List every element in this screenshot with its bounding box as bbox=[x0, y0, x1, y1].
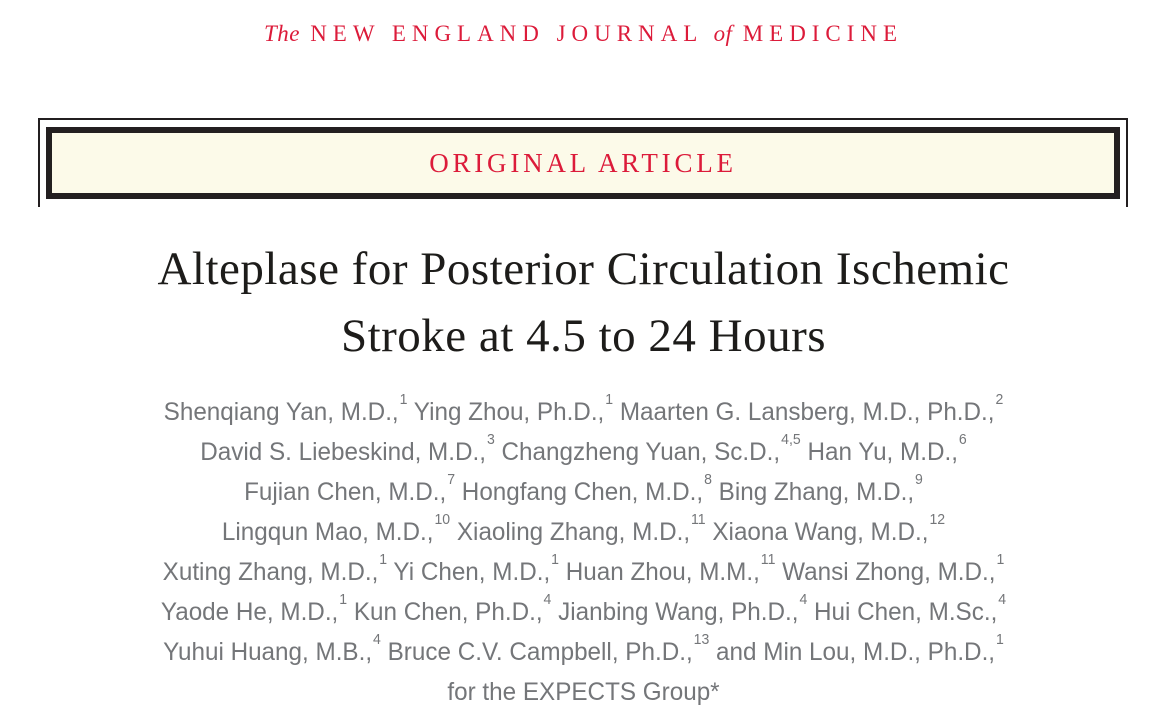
affiliation-superscript: 12 bbox=[929, 512, 946, 529]
affiliation-superscript: 4,5 bbox=[781, 432, 801, 449]
article-title-line1: Alteplase for Posterior Circulation Isch… bbox=[157, 243, 1010, 295]
affiliation-superscript: 1 bbox=[996, 552, 1005, 569]
author-block: Shenqiang Yan, M.D.,1 Ying Zhou, Ph.D.,1… bbox=[18, 392, 1150, 711]
affiliation-superscript: 9 bbox=[915, 472, 923, 489]
affiliation-superscript: 1 bbox=[996, 632, 1004, 649]
author-line: Yaode He, M.D.,1 Kun Chen, Ph.D.,4 Jianb… bbox=[160, 592, 1007, 626]
affiliation-superscript: 1 bbox=[605, 392, 614, 409]
affiliation-superscript: 1 bbox=[399, 392, 408, 409]
article-type-banner-frame: ORIGINAL ARTICLE bbox=[38, 118, 1128, 207]
author-line: Yuhui Huang, M.B.,4 Bruce C.V. Campbell,… bbox=[163, 632, 1004, 666]
affiliation-superscript: 2 bbox=[995, 392, 1004, 409]
author-line: David S. Liebeskind, M.D.,3 Changzheng Y… bbox=[200, 432, 967, 466]
affiliation-superscript: 11 bbox=[760, 552, 776, 569]
affiliation-superscript: 4 bbox=[543, 592, 552, 609]
author-line: Xuting Zhang, M.D.,1 Yi Chen, M.D.,1 Hua… bbox=[162, 552, 1005, 586]
affiliation-superscript: 7 bbox=[447, 472, 456, 489]
affiliation-superscript: 4 bbox=[799, 592, 808, 609]
affiliation-superscript: 6 bbox=[958, 432, 967, 449]
affiliation-superscript: 10 bbox=[434, 512, 451, 529]
affiliation-superscript: 1 bbox=[339, 592, 348, 609]
affiliation-superscript: 1 bbox=[379, 552, 388, 569]
masthead-segment: NEW ENGLAND JOURNAL bbox=[310, 21, 704, 46]
author-line: Shenqiang Yan, M.D.,1 Ying Zhou, Ph.D.,1… bbox=[163, 392, 1004, 426]
author-line: Fujian Chen, M.D.,7 Hongfang Chen, M.D.,… bbox=[244, 472, 923, 506]
masthead-segment: The bbox=[263, 21, 300, 46]
affiliation-superscript: 11 bbox=[691, 512, 706, 529]
affiliation-superscript: 4 bbox=[373, 632, 381, 649]
affiliation-superscript: 3 bbox=[486, 432, 495, 449]
affiliation-superscript: 8 bbox=[704, 472, 712, 489]
article-type-banner: ORIGINAL ARTICLE bbox=[46, 127, 1120, 199]
affiliation-superscript: 13 bbox=[693, 632, 710, 649]
author-line: Lingqun Mao, M.D.,10 Xiaoling Zhang, M.D… bbox=[221, 512, 946, 546]
masthead-segment: of bbox=[713, 21, 733, 46]
affiliation-superscript: 1 bbox=[551, 552, 560, 569]
article-title-line2: Stroke at 4.5 to 24 Hours bbox=[340, 310, 827, 362]
masthead-segment: MEDICINE bbox=[742, 21, 904, 46]
affiliation-superscript: 4 bbox=[998, 592, 1007, 609]
author-line: for the EXPECTS Group* bbox=[447, 678, 720, 706]
journal-masthead: The NEW ENGLAND JOURNAL of MEDICINE bbox=[0, 21, 1167, 47]
article-title: Alteplase for Posterior Circulation Isch… bbox=[0, 236, 1167, 370]
article-type-label: ORIGINAL ARTICLE bbox=[429, 147, 737, 178]
